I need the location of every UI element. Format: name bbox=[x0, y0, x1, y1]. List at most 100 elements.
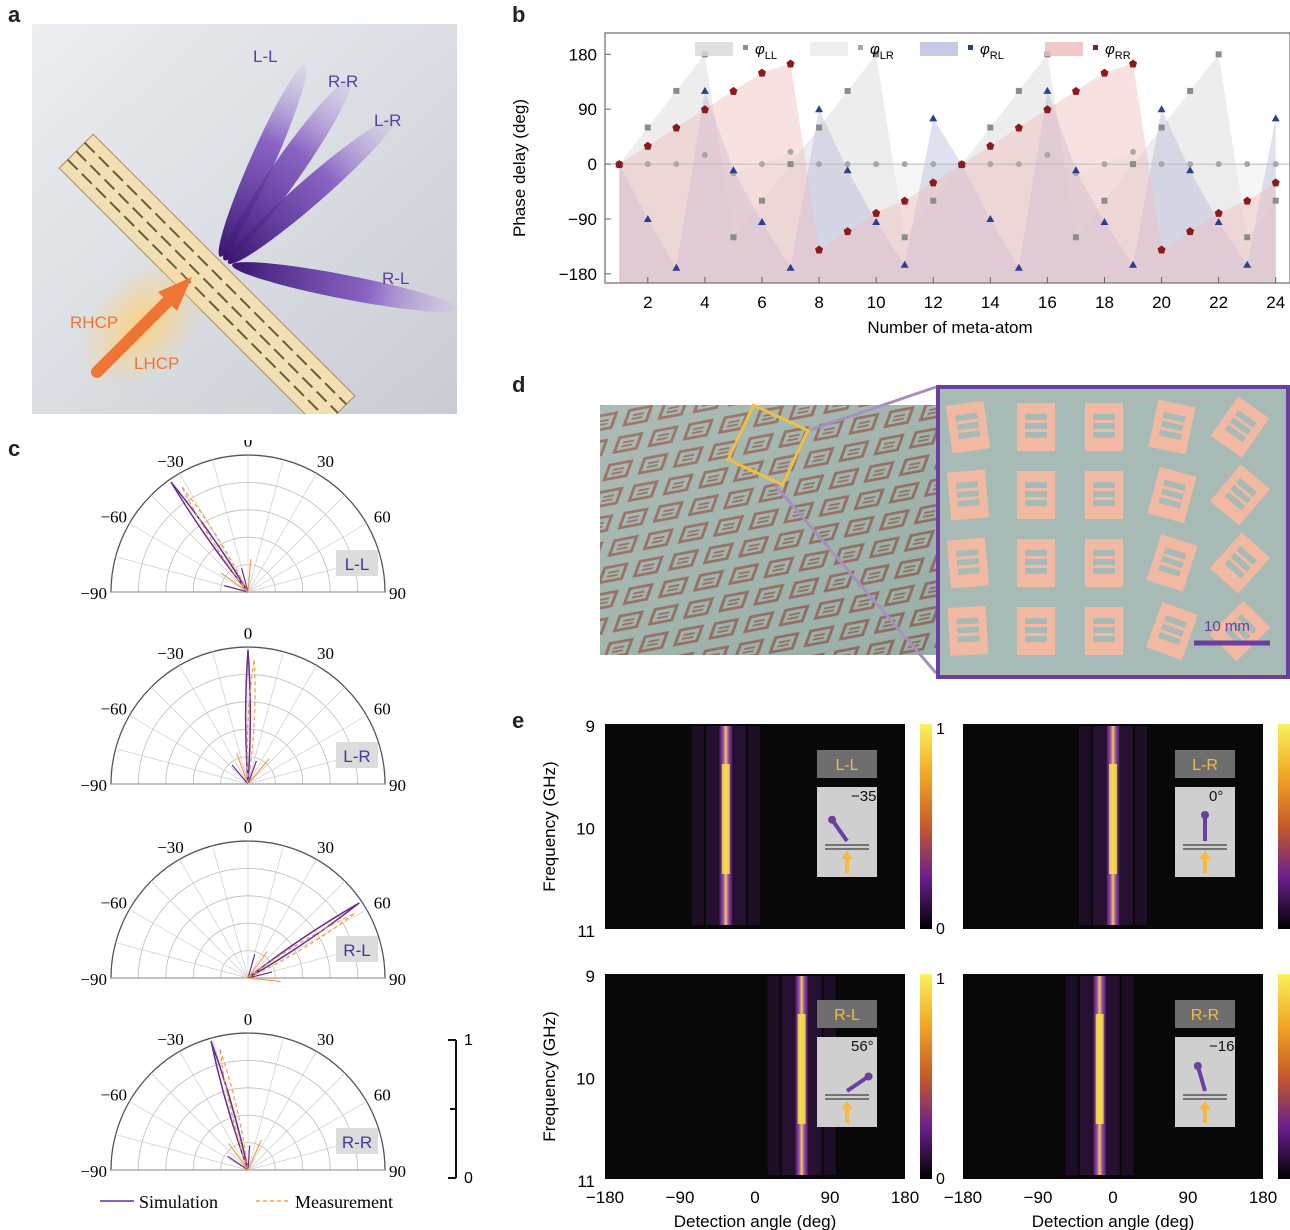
polar-angle-label: 90 bbox=[389, 970, 406, 989]
unit-cell-slot bbox=[956, 617, 979, 625]
marker-lr-9 bbox=[844, 161, 851, 168]
inset-reflected-head bbox=[1193, 1062, 1202, 1071]
y-axis-label: Frequency (GHz) bbox=[540, 1011, 559, 1141]
side-lobe bbox=[247, 758, 270, 785]
beam-ll bbox=[218, 64, 307, 257]
beam-label-rr: R-R bbox=[328, 72, 358, 91]
unit-cell-slot bbox=[1163, 479, 1186, 492]
amplitude-scale: 1 0 bbox=[448, 1032, 473, 1187]
marker-rl-20 bbox=[1157, 105, 1166, 113]
unit-cell-slot bbox=[1158, 429, 1182, 441]
panel-letter-b: b bbox=[512, 2, 526, 27]
polar-outline bbox=[110, 1032, 386, 1171]
unit-cell-slot bbox=[1236, 477, 1257, 497]
marker-ll-6 bbox=[758, 197, 765, 204]
unit-cell-slot bbox=[1235, 410, 1257, 428]
unit-cell-slot bbox=[1230, 620, 1251, 641]
amplitude-scale-max: 1 bbox=[464, 1032, 473, 1049]
polar-angle-label: 90 bbox=[389, 1162, 406, 1181]
y-tick-label: −180 bbox=[559, 265, 597, 284]
unit-cell bbox=[1209, 600, 1271, 662]
colorbar-max-label: 1 bbox=[936, 971, 945, 988]
inset-reflected-head bbox=[828, 815, 837, 824]
panel-letter-c: c bbox=[8, 436, 21, 461]
polar-spoke bbox=[247, 1101, 367, 1171]
polar-angle-label: 0 bbox=[244, 818, 253, 837]
polar-angle-label: −90 bbox=[80, 1162, 107, 1181]
marker-rr-17 bbox=[1071, 86, 1080, 95]
marker-rr-21 bbox=[1186, 227, 1195, 236]
zoom-line-bottom bbox=[773, 484, 938, 674]
metasurface-slab bbox=[58, 133, 356, 414]
marker-lr-20 bbox=[1158, 161, 1165, 168]
inset-incident-head bbox=[1199, 851, 1211, 859]
heatmap-streak bbox=[1065, 976, 1078, 1175]
marker-rr-23 bbox=[1243, 196, 1252, 205]
y-tick-label: 180 bbox=[569, 45, 597, 64]
unit-cell bbox=[1017, 539, 1055, 587]
marker-rr-8 bbox=[815, 245, 824, 254]
unit-cell-slot bbox=[955, 412, 978, 422]
polar-spoke bbox=[150, 494, 249, 593]
legend-label-ll: φLL bbox=[755, 41, 777, 62]
polar-angle-label: 90 bbox=[389, 776, 406, 795]
inset-reflected-head bbox=[864, 1072, 873, 1081]
legend-marker-ll bbox=[743, 45, 748, 50]
unit-cell-slot bbox=[956, 490, 980, 498]
heatmap-streak bbox=[1121, 976, 1134, 1175]
marker-ll-24 bbox=[1272, 197, 1279, 204]
unit-cell-slot bbox=[957, 567, 980, 575]
marker-rr-11 bbox=[900, 196, 909, 205]
marker-rl-18 bbox=[1100, 218, 1109, 226]
polar-spoke bbox=[212, 1037, 249, 1171]
polar-spoke bbox=[247, 1072, 346, 1171]
beam-rr bbox=[223, 79, 352, 261]
marker-ll-22 bbox=[1215, 51, 1222, 58]
x-tick-label: 10 bbox=[867, 293, 886, 312]
heatmap-streak bbox=[691, 726, 704, 925]
polar-spoke bbox=[115, 748, 249, 785]
marker-rl-9 bbox=[843, 166, 852, 174]
unit-cell-slot bbox=[1093, 559, 1115, 565]
inset-label: R-L bbox=[834, 1007, 860, 1024]
unit-cell-slot bbox=[1093, 482, 1115, 488]
marker-rr-10 bbox=[872, 208, 881, 217]
marker-lr-16 bbox=[1044, 151, 1051, 158]
unit-cell-slot bbox=[1093, 500, 1115, 506]
y-tick-label: 11 bbox=[577, 922, 595, 941]
y-tick-label: 11 bbox=[577, 1172, 595, 1191]
polar-spoke bbox=[129, 715, 249, 785]
marker-rr-19 bbox=[1129, 59, 1138, 68]
polar-outline bbox=[110, 840, 386, 979]
y-tick-label: 9 bbox=[586, 967, 595, 986]
unit-cell-slot bbox=[1230, 484, 1251, 504]
marker-rr-7 bbox=[786, 59, 795, 68]
unit-cell bbox=[1147, 466, 1197, 524]
incident-label-lhcp: LHCP bbox=[134, 354, 179, 373]
unit-cell-slot bbox=[1025, 636, 1047, 642]
x-tick-label: 90 bbox=[821, 1188, 840, 1207]
polar-spoke bbox=[247, 665, 317, 785]
y-tick-label: 10 bbox=[576, 1070, 595, 1089]
unit-cell-slot bbox=[1093, 568, 1115, 574]
scale-bar-label: 10 mm bbox=[1204, 618, 1250, 635]
polar-spoke bbox=[115, 942, 249, 979]
unit-cell-slot bbox=[1025, 491, 1047, 497]
x-axis-label: Detection angle (deg) bbox=[1032, 1212, 1195, 1230]
measurement-lobe bbox=[246, 659, 256, 785]
marker-rl-7 bbox=[786, 263, 795, 271]
polar-angle-label: −90 bbox=[80, 776, 107, 795]
x-axis-label: Detection angle (deg) bbox=[674, 1212, 837, 1230]
unit-cell-slot bbox=[1157, 631, 1181, 646]
polar-plot-label: L-L bbox=[345, 555, 370, 574]
polar-spoke bbox=[247, 473, 317, 593]
polar-angle-label: −30 bbox=[157, 838, 184, 857]
unit-cell-slot bbox=[1025, 500, 1047, 506]
beam-rl bbox=[232, 262, 457, 312]
polar-spoke bbox=[247, 459, 284, 593]
unit-cell bbox=[1085, 471, 1123, 519]
unit-cell bbox=[946, 469, 990, 521]
simulation-lobe bbox=[247, 902, 360, 979]
unit-cell bbox=[1210, 464, 1270, 526]
